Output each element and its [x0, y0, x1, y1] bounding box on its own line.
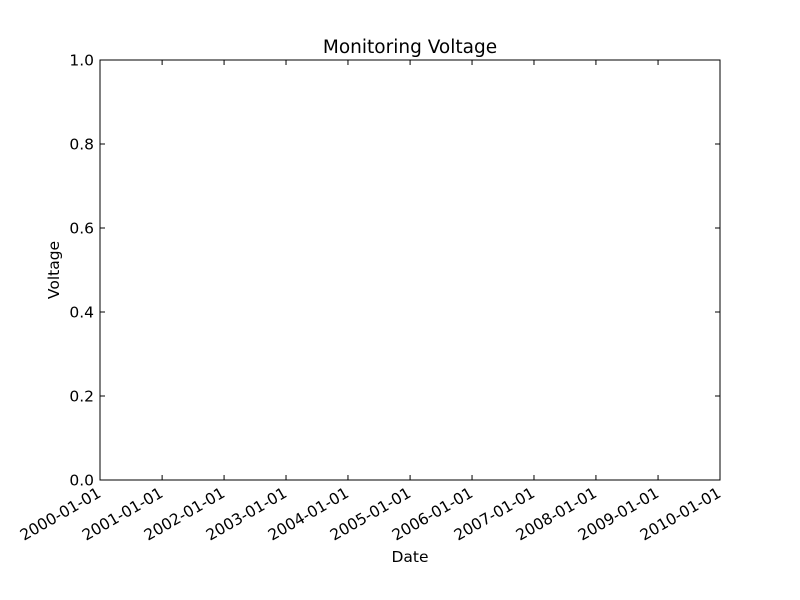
y-axis-label: Voltage [45, 241, 63, 299]
y-tick-label: 0.0 [69, 472, 94, 490]
y-axis: 0.0 0.2 0.4 0.6 0.8 1.0 [69, 52, 720, 490]
chart-title: Monitoring Voltage [323, 37, 497, 58]
y-tick-label: 0.2 [69, 388, 94, 406]
y-tick-label: 0.8 [69, 136, 94, 154]
y-tick-label: 1.0 [69, 52, 94, 70]
plot-area [99, 59, 721, 481]
x-axis-label: Date [391, 548, 428, 566]
y-tick-label: 0.4 [69, 304, 94, 322]
plot-background [100, 60, 720, 480]
y-tick-label: 0.6 [69, 220, 94, 238]
